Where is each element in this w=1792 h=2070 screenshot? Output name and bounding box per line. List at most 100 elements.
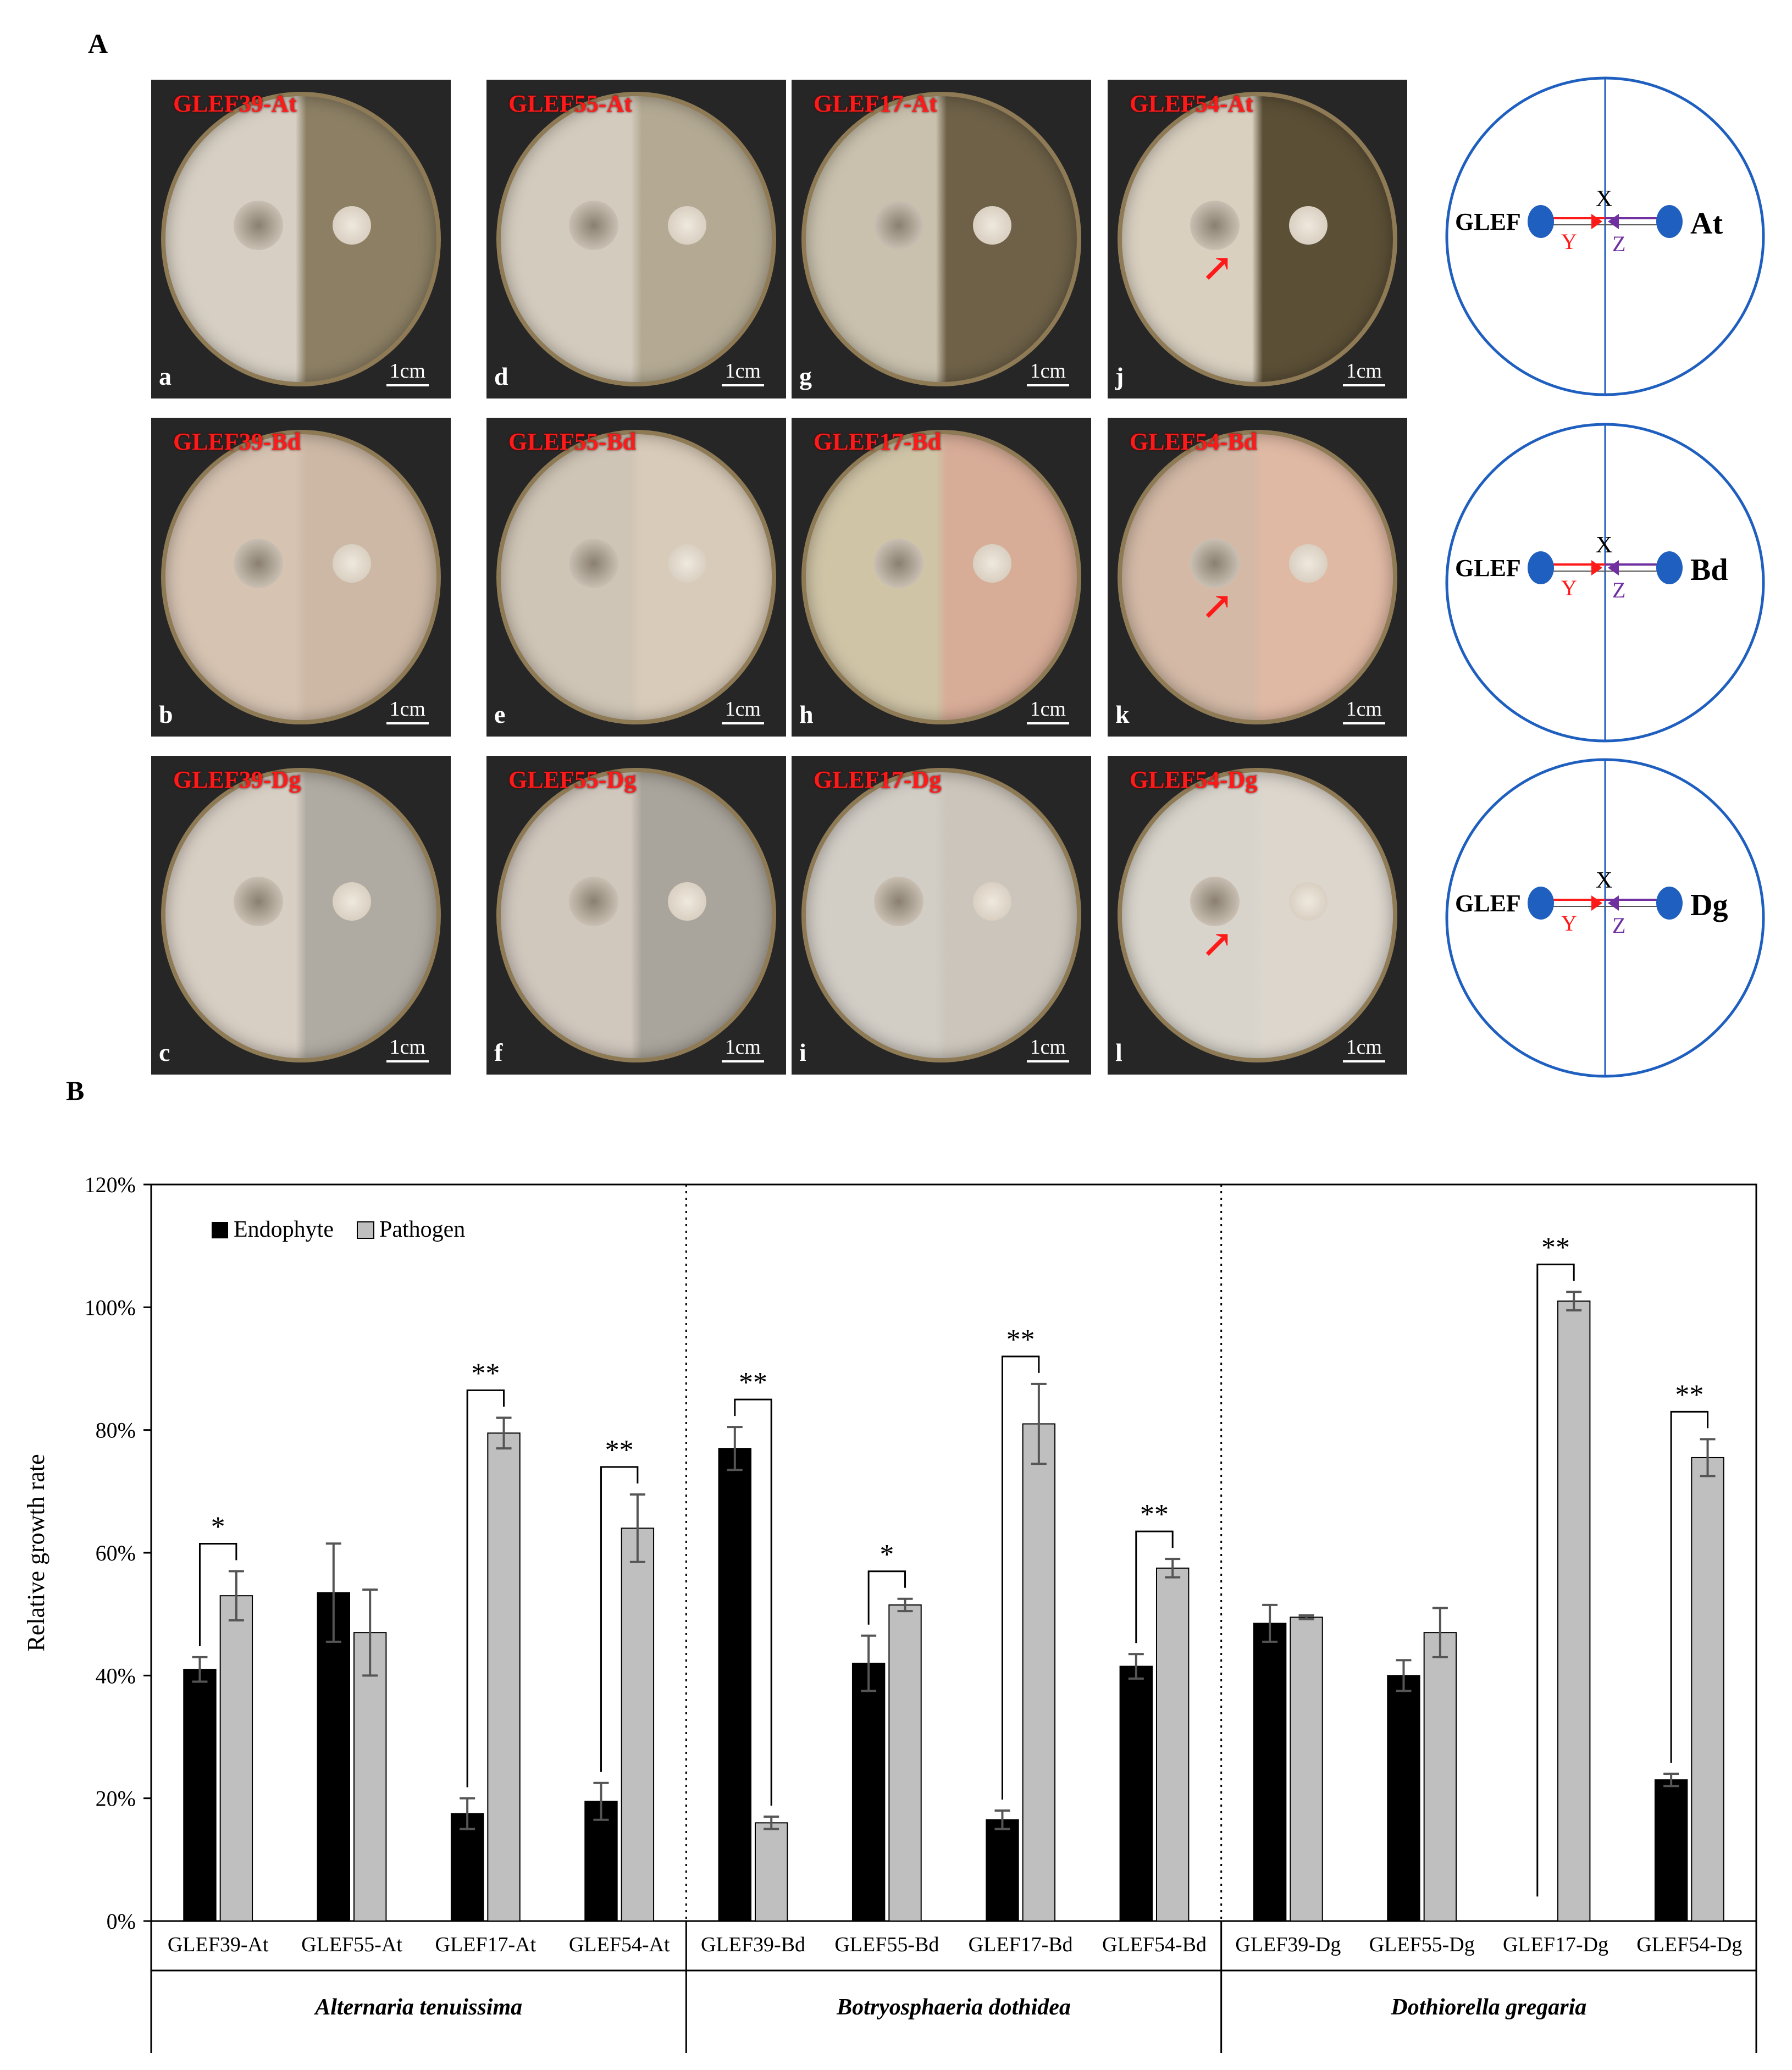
significance-bracket: [198, 1543, 237, 1646]
y-axis-label: Relative growth rate: [23, 1454, 49, 1651]
pathogen-bar: [219, 1595, 253, 1922]
endophyte-bar: [1253, 1623, 1287, 1922]
significance-bracket: [600, 1466, 639, 1772]
photo-label: GLEF17-Dg: [814, 766, 942, 793]
significance-label: *: [211, 1512, 225, 1543]
significance-label: *: [880, 1539, 894, 1570]
endophyte-colony: [569, 201, 618, 250]
pathogen-bar: [1156, 1567, 1190, 1922]
pathogen-bar: [1691, 1457, 1724, 1922]
petri-dish: [161, 430, 441, 724]
pathogen-colony: [333, 882, 371, 921]
significance-label: **: [605, 1435, 634, 1466]
pathogen-colony: [333, 206, 371, 245]
red-arrow-icon: ↗: [1201, 923, 1234, 966]
schematic-y-label: Y: [1561, 575, 1577, 600]
legend-swatch-endophyte: [212, 1222, 228, 1238]
endophyte-colony: [234, 877, 283, 926]
pathogen-colony: [973, 882, 1011, 921]
pathogen-bar: [1290, 1617, 1323, 1922]
photo-label: GLEF17-Bd: [814, 428, 942, 455]
endophyte-colony: [874, 877, 923, 926]
endophyte-bar: [1387, 1675, 1420, 1922]
scale-bar: 1cm: [1342, 697, 1385, 724]
photo-label: GLEF54-Dg: [1130, 766, 1258, 793]
endophyte-colony: [1190, 539, 1240, 588]
petri-dish: [801, 430, 1081, 724]
significance-label: **: [471, 1358, 500, 1389]
endophyte-arrow-icon: [1591, 560, 1602, 575]
x-tick-label: GLEF54-At: [569, 1933, 670, 1956]
pathogen-bar: [353, 1632, 387, 1922]
growth-rate-chart: 0% 20% 40% 60% 80% 100% 120% Relative growth ra…: [0, 1143, 1792, 2067]
photo-label: GLEF39-Dg: [173, 766, 301, 793]
photo-label: GLEF55-Dg: [508, 766, 637, 793]
chart-svg: 0% 20% 40% 60% 80% 100% 120% Relative growth ra…: [23, 1172, 1757, 2053]
endophyte-colony: [234, 201, 283, 250]
endophyte-colony: [874, 201, 923, 250]
pathogen-bar: [755, 1822, 788, 1922]
schematic-label-left: GLEF: [1455, 890, 1521, 917]
pathogen-colony: [668, 882, 706, 921]
group-label: Alternaria tenuissima: [313, 1995, 522, 2020]
endophyte-bar: [1119, 1665, 1153, 1922]
photo-sub-letter: c: [159, 1038, 170, 1066]
pathogen-arrow-icon: [1608, 560, 1619, 575]
photo-label: GLEF55-At: [508, 90, 632, 117]
schematic-label-right: Dg: [1690, 888, 1728, 922]
petri-dish: [161, 768, 441, 1062]
legend-swatch-pathogen: [357, 1221, 374, 1239]
significance-bracket: [1001, 1355, 1040, 1800]
photo-sub-letter: f: [494, 1038, 503, 1066]
group-label: Botryosphaeria dothidea: [836, 1995, 1071, 2020]
significance-label: **: [1140, 1499, 1169, 1530]
scale-bar: 1cm: [386, 359, 429, 386]
pathogen-bar: [1423, 1632, 1457, 1922]
scale-bar: 1cm: [1342, 1035, 1385, 1062]
panel-a-label: A: [88, 28, 108, 59]
significance-bracket: [1536, 1263, 1575, 1897]
schematic-y-label: Y: [1561, 229, 1577, 254]
endophyte-inoculum: [1528, 551, 1554, 584]
petri-dish-photo: GLEF54-Dg l 1cm ↗: [1108, 756, 1407, 1075]
petri-dish-photo: GLEF17-Dg i 1cm: [792, 756, 1091, 1075]
endophyte-colony: [234, 539, 283, 588]
petri-dish: [1118, 430, 1397, 724]
schematic-label-right: At: [1690, 207, 1723, 241]
pathogen-inoculum: [1656, 205, 1683, 238]
endophyte-colony: [874, 539, 923, 588]
pathogen-bar: [1557, 1300, 1591, 1922]
scale-bar: 1cm: [1342, 359, 1385, 386]
photo-sub-letter: g: [799, 362, 812, 390]
petri-dish-photo: GLEF54-At j 1cm ↗: [1108, 80, 1407, 398]
red-arrow-icon: ↗: [1201, 585, 1234, 628]
petri-dish-photo: GLEF39-At a 1cm: [151, 80, 451, 398]
scale-bar: 1cm: [721, 697, 764, 724]
pathogen-bar: [621, 1527, 655, 1922]
pathogen-colony: [1289, 206, 1328, 245]
photo-sub-letter: a: [159, 362, 172, 390]
schematic-label-left: GLEF: [1455, 555, 1521, 582]
endophyte-bar: [851, 1663, 886, 1922]
schematic-z-label: Z: [1612, 913, 1625, 938]
pathogen-bar: [487, 1432, 521, 1922]
pathogen-colony: [668, 544, 706, 583]
photo-label: GLEF54-At: [1130, 90, 1253, 117]
endophyte-inoculum: [1528, 887, 1554, 920]
photo-sub-letter: j: [1115, 362, 1124, 390]
schematic-z-label: Z: [1612, 578, 1625, 602]
photo-sub-letter: b: [159, 700, 173, 728]
x-tick-label: GLEF55-Dg: [1369, 1933, 1475, 1956]
y-tick-label: 60%: [96, 1541, 136, 1565]
endophyte-bar: [1654, 1779, 1688, 1922]
pathogen-colony: [973, 544, 1011, 583]
petri-dish-photo: GLEF54-Bd k 1cm ↗: [1108, 418, 1407, 737]
photo-label: GLEF54-Bd: [1130, 428, 1258, 455]
petri-dish-photo: GLEF55-Bd e 1cm: [486, 418, 786, 737]
petri-dish-photo: GLEF17-At g 1cm: [792, 80, 1091, 398]
petri-dish: [801, 768, 1081, 1062]
y-tick-label: 80%: [96, 1418, 136, 1443]
red-arrow-icon: ↗: [1201, 247, 1234, 290]
significance-label: **: [739, 1367, 767, 1398]
pathogen-inoculum: [1656, 887, 1683, 920]
